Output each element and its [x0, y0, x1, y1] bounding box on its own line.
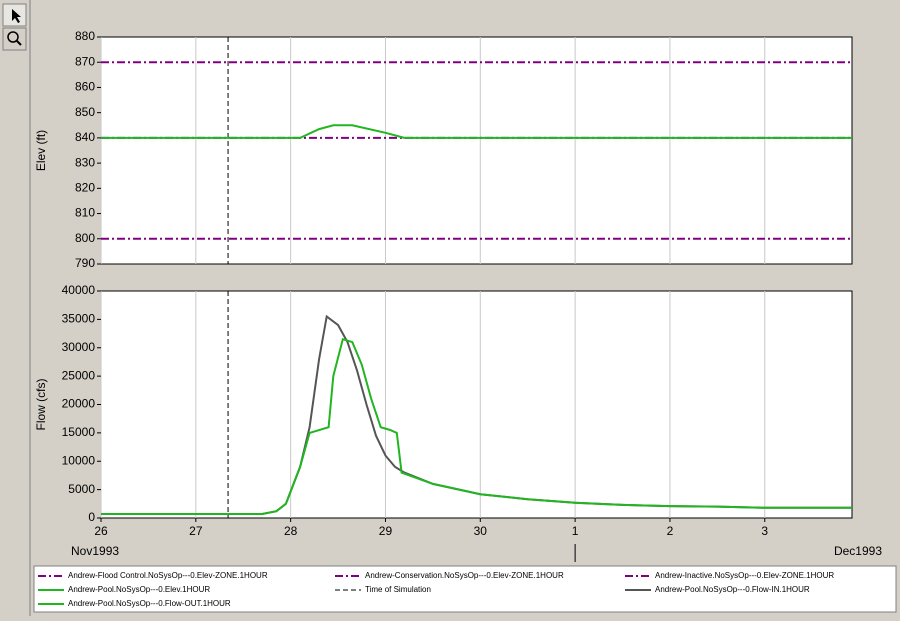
y-tick-label: 810 [75, 206, 95, 220]
y-tick-label: 40000 [62, 283, 96, 297]
zoom-tool[interactable] [2, 27, 27, 51]
month-label: Nov1993 [71, 544, 119, 558]
series-line [101, 124, 852, 139]
x-tick-label: 28 [284, 524, 298, 538]
y-tick-label: 5000 [68, 482, 95, 496]
series-line [101, 337, 852, 515]
y-tick-label: 800 [75, 231, 95, 245]
legend-label: Andrew-Pool.NoSysOp---0.Flow-IN.1HOUR [655, 585, 810, 594]
y-tick-label: 25000 [62, 368, 96, 382]
y-tick-label: 30000 [62, 340, 96, 354]
plot-area [100, 36, 853, 265]
plot-area [100, 290, 853, 519]
legend-label: Andrew-Conservation.NoSysOp---0.Elev-ZON… [365, 571, 564, 580]
y-tick-label: 20000 [62, 397, 96, 411]
legend-label: Andrew-Pool.NoSysOp---0.Elev.1HOUR [68, 585, 210, 594]
x-tick-label: 29 [379, 524, 393, 538]
y-axis-title: Elev (ft) [34, 130, 48, 171]
zoom-icon [7, 31, 19, 43]
y-tick-label: 850 [75, 105, 95, 119]
y-tick-label: 10000 [62, 453, 96, 467]
y-tick-label: 35000 [62, 312, 96, 326]
x-tick-label: 30 [474, 524, 488, 538]
y-tick-label: 860 [75, 80, 95, 94]
legend-label: Andrew-Inactive.NoSysOp---0.Elev-ZONE.1H… [655, 571, 834, 580]
y-tick-label: 790 [75, 256, 95, 270]
legend-label: Andrew-Flood Control.NoSysOp---0.Elev-ZO… [68, 571, 268, 580]
legend-label: Time of Simulation [365, 585, 431, 594]
legend [33, 565, 897, 613]
x-tick-label: 26 [94, 524, 108, 538]
pointer-icon [12, 9, 21, 23]
x-tick-label: 1 [572, 524, 579, 538]
y-tick-label: 830 [75, 155, 95, 169]
y-tick-label: 840 [75, 130, 95, 144]
y-tick-label: 0 [88, 510, 95, 524]
zoom-icon-handle [16, 40, 22, 46]
x-tick-label: 3 [761, 524, 768, 538]
x-tick-label: 27 [189, 524, 203, 538]
x-tick-label: 2 [667, 524, 674, 538]
y-tick-label: 820 [75, 181, 95, 195]
month-label: Dec1993 [834, 544, 882, 558]
y-axis-title: Flow (cfs) [34, 379, 48, 431]
y-tick-label: 870 [75, 54, 95, 68]
y-tick-label: 15000 [62, 425, 96, 439]
y-tick-label: 880 [75, 29, 95, 43]
legend-label: Andrew-Pool.NoSysOp---0.Flow-OUT.1HOUR [68, 599, 231, 608]
